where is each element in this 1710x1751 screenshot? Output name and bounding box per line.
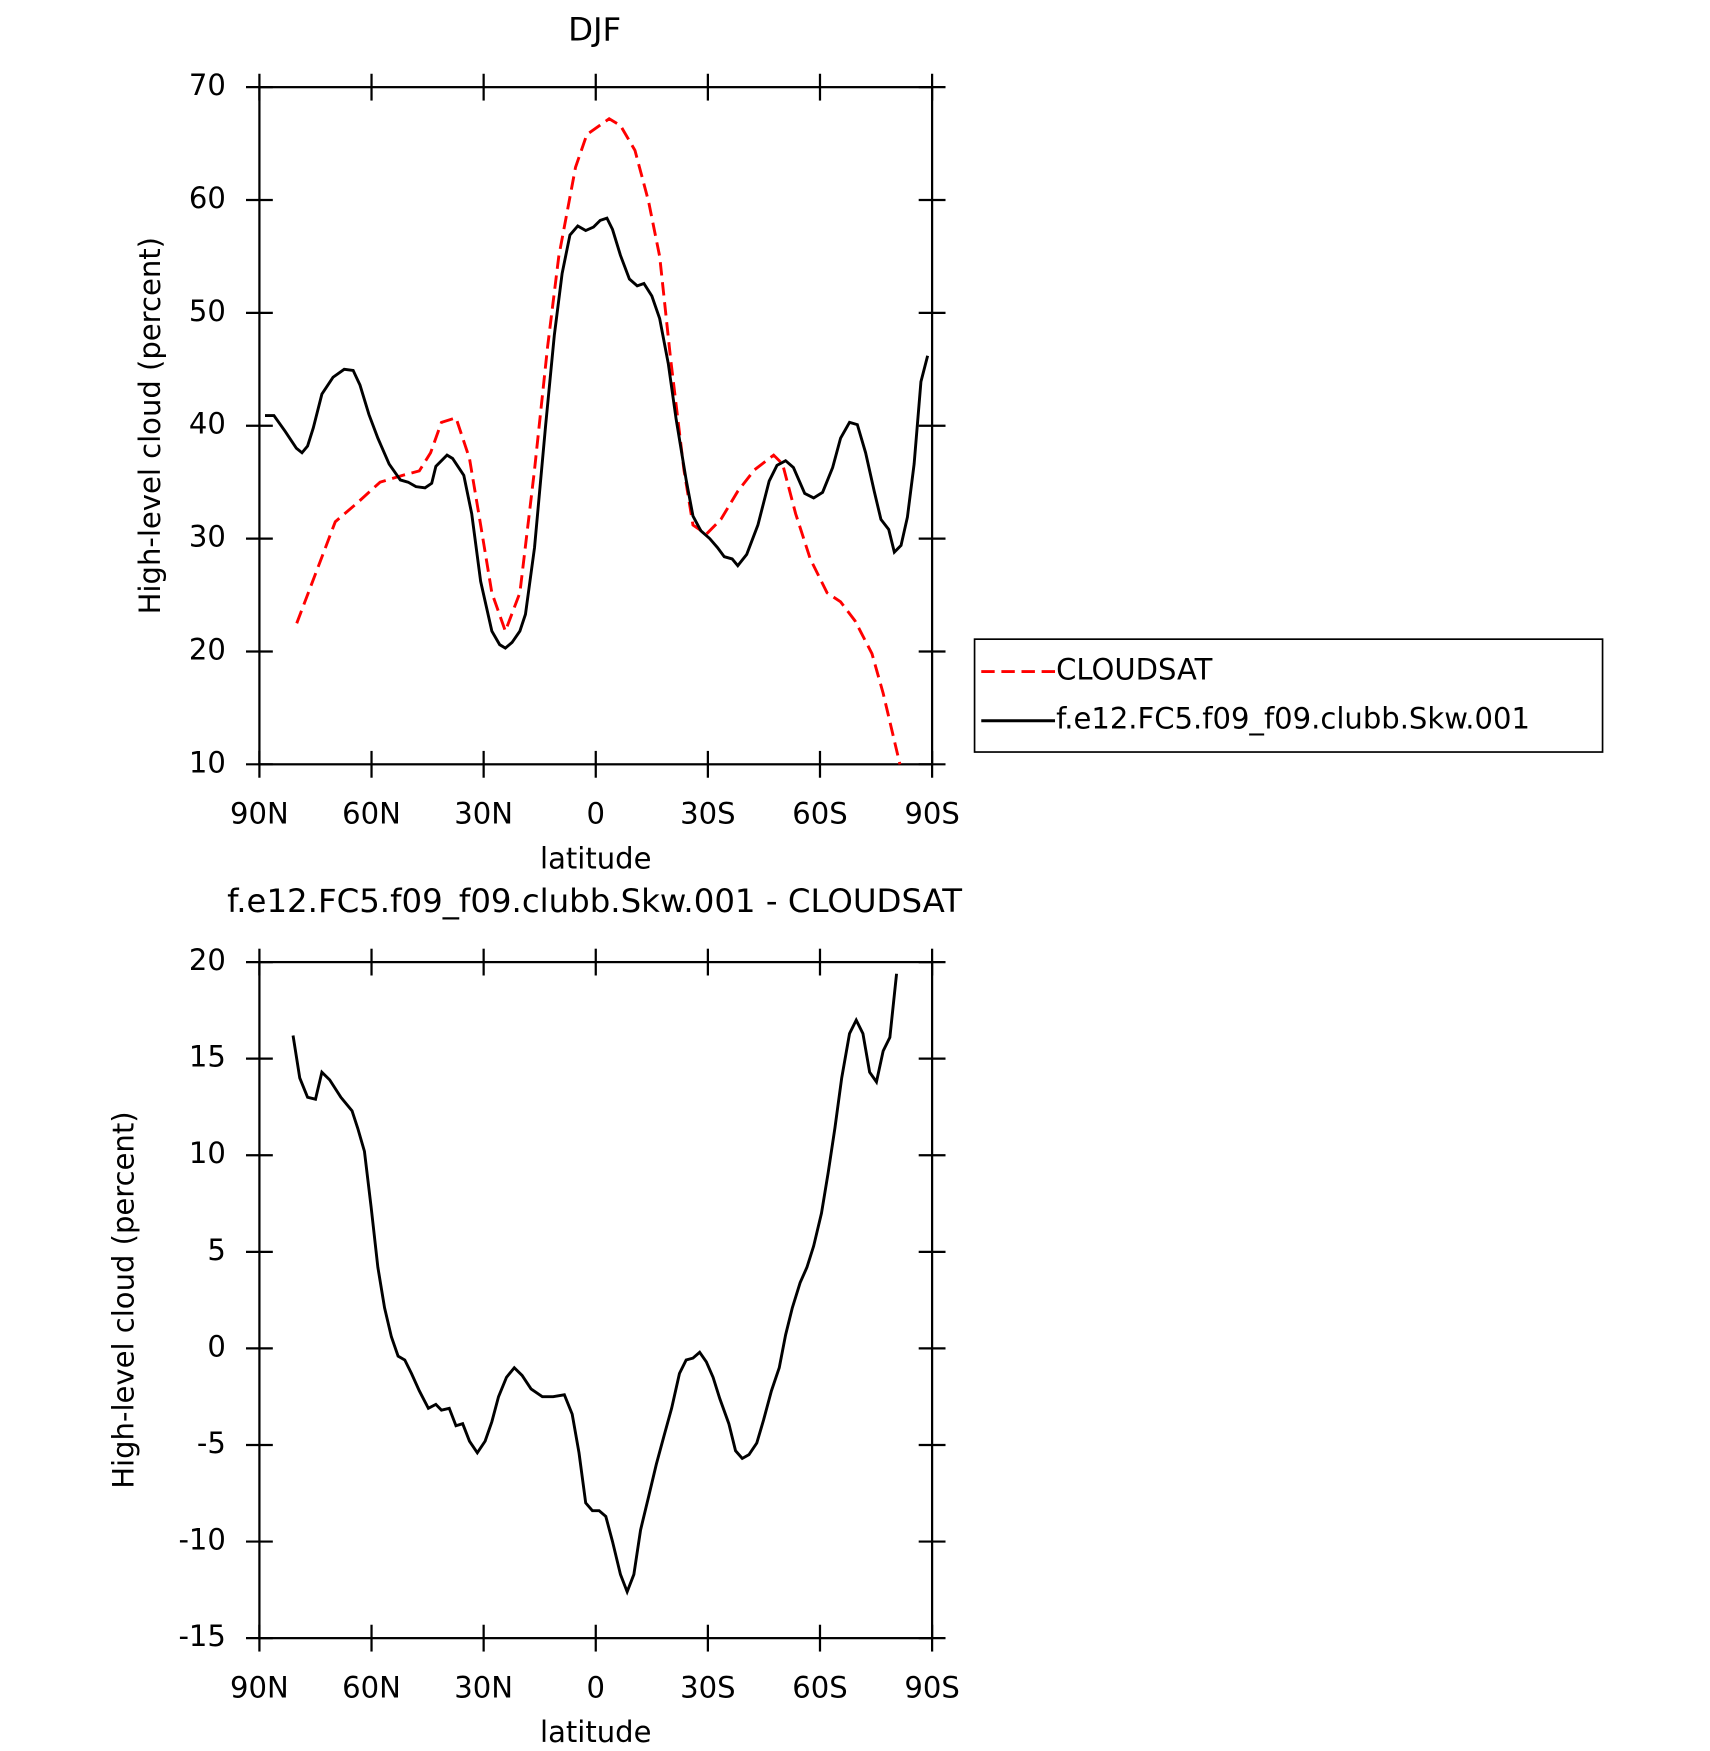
y-tick-label: 15 <box>189 1040 226 1074</box>
x-axis-label: latitude <box>540 841 651 875</box>
x-tick-label: 30S <box>680 797 735 831</box>
y-tick-label: 0 <box>207 1329 225 1363</box>
x-tick-label: 90S <box>904 797 959 831</box>
x-tick-label: 60N <box>342 1671 401 1705</box>
chart-title: DJF <box>568 10 621 48</box>
y-tick-label: 20 <box>189 943 226 977</box>
x-tick-label: 60S <box>792 797 847 831</box>
x-tick-label: 90N <box>230 797 289 831</box>
y-tick-label: 30 <box>189 520 226 554</box>
x-axis-label: latitude <box>540 1715 651 1749</box>
y-tick-label: -10 <box>178 1523 225 1557</box>
x-tick-label: 0 <box>587 1671 605 1705</box>
plot-frame <box>258 86 934 766</box>
legend-label: CLOUDSAT <box>1056 653 1213 687</box>
y-tick-label: -5 <box>197 1426 226 1460</box>
y-tick-label: 10 <box>189 745 226 779</box>
x-tick-label: 60N <box>342 797 401 831</box>
y-axis-label: High-level cloud (percent) <box>133 237 167 614</box>
x-tick-label: 30N <box>454 797 513 831</box>
x-tick-label: 30S <box>680 1671 735 1705</box>
data-line <box>291 973 899 1596</box>
y-tick-label: 20 <box>189 632 226 666</box>
data-line <box>295 117 902 765</box>
y-tick-label: 70 <box>189 68 226 102</box>
y-tick-label: -15 <box>178 1619 225 1653</box>
y-tick-label: 10 <box>189 1136 226 1170</box>
legend-box <box>973 638 1604 753</box>
y-tick-label: 40 <box>189 407 226 441</box>
y-tick-label: 60 <box>189 181 226 215</box>
y-axis-label: High-level cloud (percent) <box>106 1111 140 1488</box>
plot-frame <box>258 960 934 1640</box>
x-tick-label: 90N <box>230 1671 289 1705</box>
y-tick-label: 5 <box>207 1233 225 1267</box>
y-tick-label: 50 <box>189 294 226 328</box>
x-tick-label: 30N <box>454 1671 513 1705</box>
x-tick-label: 60S <box>792 1671 847 1705</box>
x-tick-label: 90S <box>904 1671 959 1705</box>
x-tick-label: 0 <box>587 797 605 831</box>
data-line <box>265 216 930 650</box>
legend-label: f.e12.FC5.f09_f09.clubb.Skw.001 <box>1056 702 1530 736</box>
chart-title: f.e12.FC5.f09_f09.clubb.Skw.001 - CLOUDS… <box>227 882 962 920</box>
